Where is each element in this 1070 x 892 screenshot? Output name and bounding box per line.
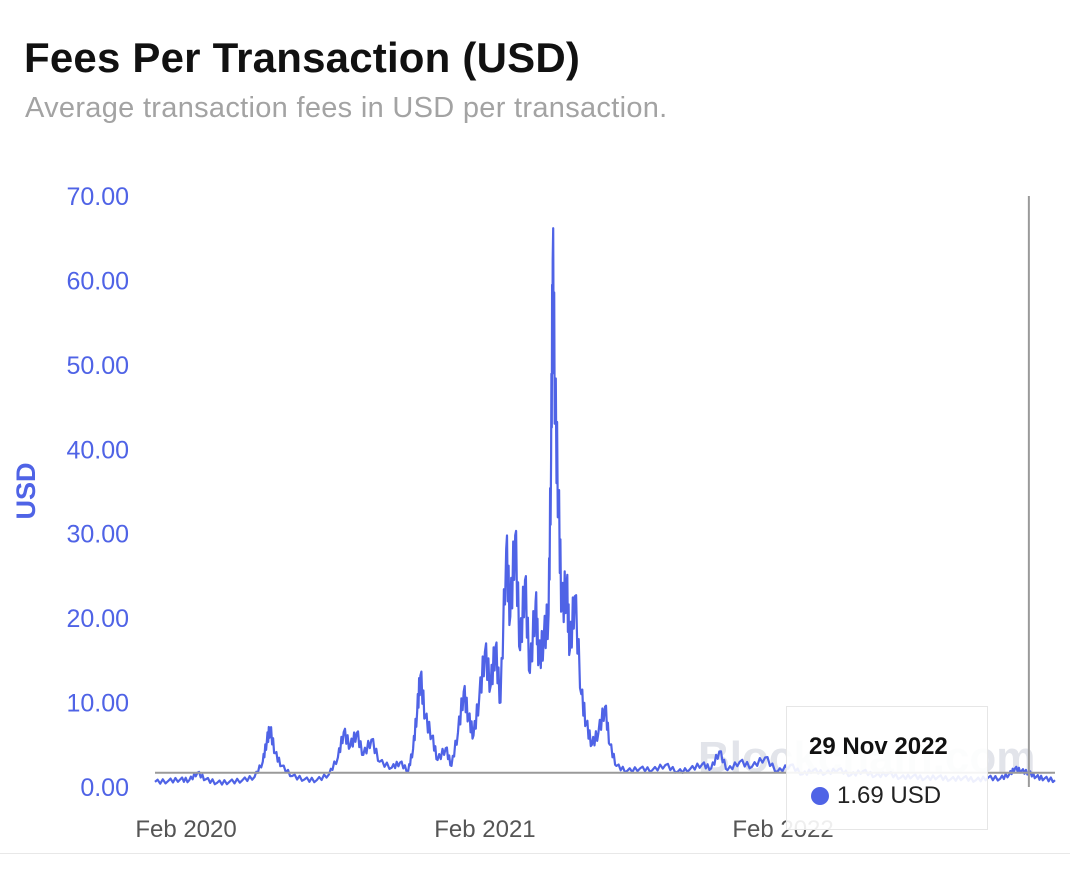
series-dot-icon — [811, 787, 829, 805]
y-tick-label: 20.00 — [66, 605, 129, 633]
y-tick-label: 30.00 — [66, 521, 129, 549]
hover-tooltip: 29 Nov 2022 1.69 USD — [786, 706, 988, 830]
y-tick-label: 0.00 — [80, 774, 129, 802]
line-chart[interactable]: Blockchain.com 0.0010.0020.0030.0040.005… — [0, 0, 1070, 860]
tooltip-value: 1.69 USD — [837, 782, 942, 809]
series-line — [154, 227, 1056, 786]
chart-subtitle: Average transaction fees in USD per tran… — [25, 92, 668, 124]
x-tick-label: Feb 2020 — [135, 816, 236, 843]
tooltip-date: 29 Nov 2022 — [809, 733, 948, 760]
y-tick-label: 10.00 — [66, 690, 129, 718]
bottom-divider — [0, 853, 1070, 854]
y-tick-label: 40.00 — [66, 436, 129, 464]
tooltip-value-row: 1.69 USD — [811, 782, 941, 810]
y-axis-label: USD — [11, 462, 41, 519]
x-tick-label: Feb 2021 — [434, 816, 535, 843]
chart-title: Fees Per Transaction (USD) — [24, 34, 581, 81]
y-tick-label: 70.00 — [66, 183, 129, 211]
y-tick-label: 50.00 — [66, 352, 129, 380]
y-tick-label: 60.00 — [66, 267, 129, 295]
